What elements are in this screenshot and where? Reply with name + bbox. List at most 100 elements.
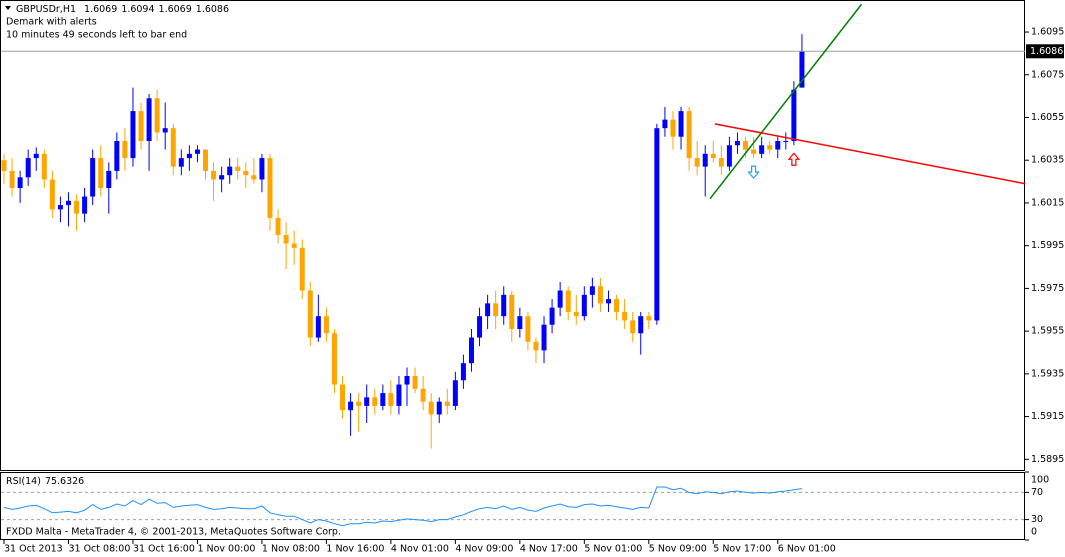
x-tick-label: 5 Nov 17:00 <box>713 544 771 555</box>
candle-body <box>372 397 378 406</box>
candle-body <box>380 393 386 406</box>
candle-body <box>589 286 595 295</box>
x-tick-label: 1 Nov 00:00 <box>197 544 255 555</box>
x-tick-label: 5 Nov 01:00 <box>584 544 642 555</box>
candle-body <box>219 175 225 180</box>
candle-body <box>74 200 80 214</box>
y-tick-label: 1.5895 <box>1031 454 1064 465</box>
candle-body <box>194 149 200 154</box>
candle-body <box>122 141 128 159</box>
candle-body <box>549 307 555 325</box>
candle-body <box>307 290 313 338</box>
price-label: 1.6086 <box>1030 46 1063 57</box>
y-tick-label: 1.5975 <box>1031 283 1064 294</box>
candle-body <box>565 290 571 312</box>
candle-body <box>614 299 620 312</box>
footer: FXDD Malta - MetaTrader 4, © 2001-2013, … <box>6 527 341 538</box>
candle-body <box>65 200 71 206</box>
candle-body <box>759 145 765 154</box>
candle-body <box>82 196 88 214</box>
rsi-line <box>3 486 802 527</box>
y-tick-label: 1.6075 <box>1031 69 1064 80</box>
candle-body <box>57 205 63 210</box>
candle-body <box>299 247 305 291</box>
candle-body <box>541 324 547 351</box>
price-box <box>1026 44 1064 59</box>
candle-body <box>106 170 112 188</box>
candle-body <box>162 128 168 133</box>
candle-body <box>678 111 684 137</box>
timer-text: 10 minutes 49 seconds left to bar end <box>6 30 187 41</box>
candle-body <box>203 149 208 171</box>
candle-body <box>630 320 636 334</box>
candle-body <box>662 119 668 129</box>
main-panel <box>0 0 1025 471</box>
header: GBPUSDr,H1 1.6069 1.6094 1.6069 1.6086 <box>16 4 229 15</box>
y-tick-label: 1.5955 <box>1031 326 1064 337</box>
indicator-name: Demark with alerts <box>6 17 97 28</box>
candle-body <box>702 153 708 167</box>
candle-body <box>726 145 732 167</box>
rsi-title: RSI(14) 75.6326 <box>6 476 84 487</box>
signal-arrow <box>747 165 760 180</box>
rsi-name: RSI(14) <box>6 476 41 487</box>
y-tick-label: 1.6035 <box>1031 155 1064 166</box>
candle-body <box>331 333 337 385</box>
candle-body <box>477 316 483 338</box>
candle-body <box>49 179 55 210</box>
candle-body <box>686 111 692 159</box>
candle-body <box>235 166 241 171</box>
candle-body <box>259 158 265 180</box>
x-tick-label: 1 Nov 16:00 <box>326 544 384 555</box>
x-tick-label: 1 Nov 08:00 <box>262 544 320 555</box>
candle-body <box>718 158 724 167</box>
x-tick-label: 6 Nov 01:00 <box>778 544 836 555</box>
candle-body <box>743 141 749 150</box>
x-tick-label: 5 Nov 09:00 <box>649 544 707 555</box>
candle-body <box>767 145 773 150</box>
menu-triangle[interactable] <box>5 6 11 10</box>
close: 1.6086 <box>196 4 229 15</box>
candle-body <box>356 401 362 406</box>
candle-body <box>388 393 394 406</box>
candle-body <box>211 170 217 180</box>
candle-body <box>251 175 257 180</box>
candle-body <box>517 316 523 329</box>
candle-body <box>146 98 152 141</box>
candle-body <box>525 316 531 342</box>
candle-body <box>638 316 644 334</box>
y-tick-label: 100 <box>1031 475 1049 486</box>
candle-body <box>799 51 805 88</box>
candle-body <box>291 243 297 248</box>
candle-body <box>33 153 39 159</box>
candle-body <box>775 141 781 150</box>
candle-body <box>734 141 740 146</box>
high: 1.6094 <box>121 4 154 15</box>
y-tick-label: 0 <box>1031 527 1037 538</box>
candle-body <box>90 158 96 197</box>
y-tick-label: 1.5915 <box>1031 411 1064 422</box>
candle-body <box>573 311 579 317</box>
candle-body <box>460 363 466 381</box>
candle-body <box>444 401 450 406</box>
candle-body <box>468 337 474 364</box>
candle-body <box>283 235 289 244</box>
candle-body <box>154 98 160 133</box>
y-tick-label: 30 <box>1031 514 1043 525</box>
candle-body <box>436 401 442 415</box>
x-tick-label: 4 Nov 17:00 <box>520 544 578 555</box>
candle-body <box>783 141 789 142</box>
candle-body <box>428 401 434 415</box>
candle-body <box>710 153 716 159</box>
candle-body <box>412 376 418 389</box>
rsi-value: 75.6326 <box>45 476 84 487</box>
candle-body <box>1 160 7 171</box>
candle-body <box>178 158 184 167</box>
candle-body <box>646 316 652 321</box>
x-tick-label: 4 Nov 01:00 <box>391 544 449 555</box>
y-tick-label: 1.6095 <box>1031 27 1064 38</box>
candle-body <box>186 153 192 159</box>
candle-body <box>98 158 104 188</box>
candle-body <box>485 303 491 317</box>
